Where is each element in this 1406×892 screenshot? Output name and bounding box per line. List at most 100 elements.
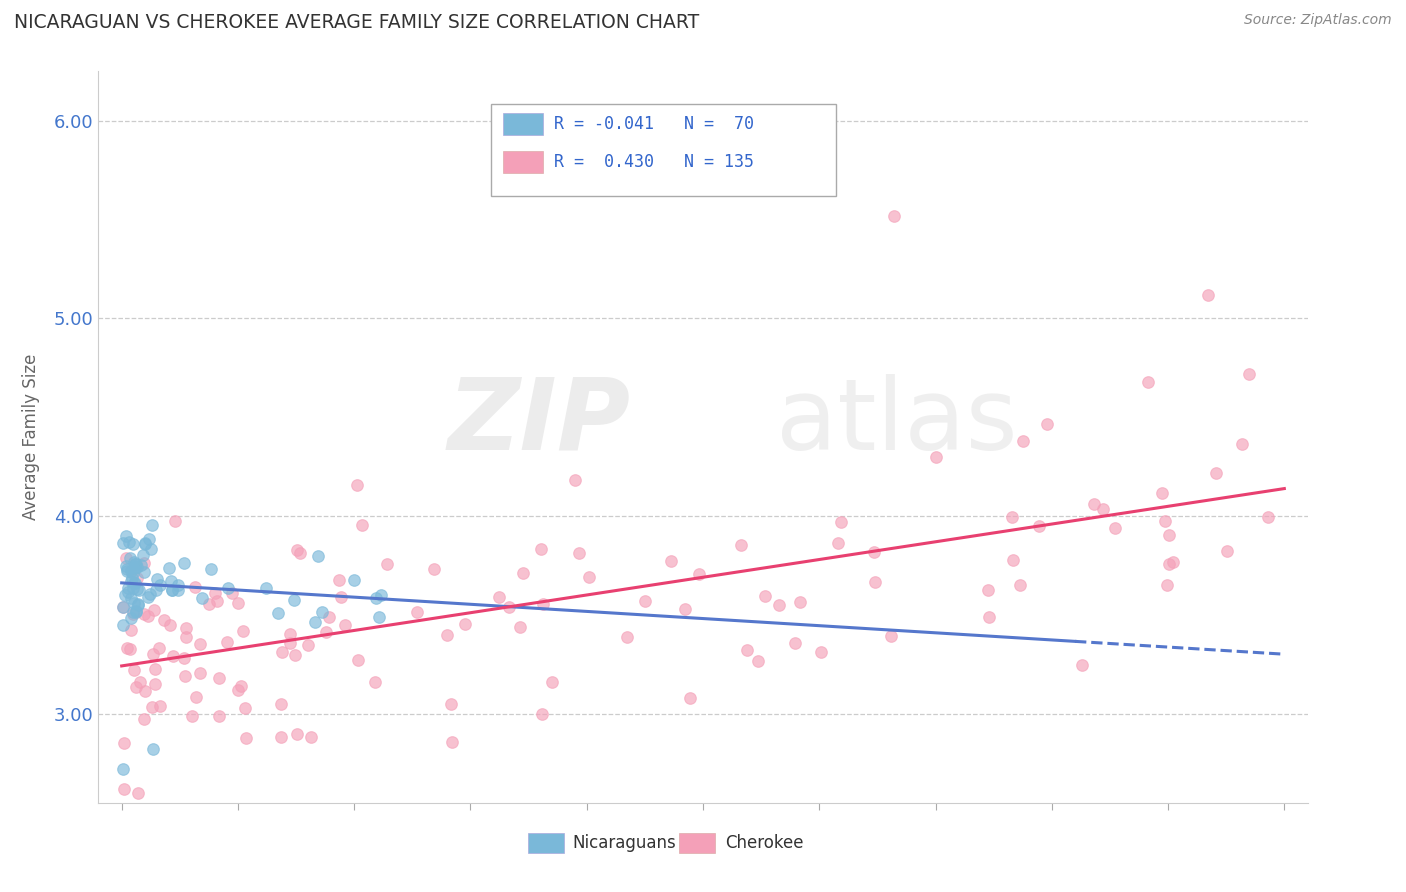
Point — [730, 538, 752, 552]
Point — [271, 645, 294, 659]
Point — [208, 671, 231, 685]
Point — [440, 735, 463, 749]
Point — [121, 571, 143, 585]
Point — [1150, 485, 1173, 500]
Point — [121, 607, 143, 621]
Text: R = -0.041   N =  70: R = -0.041 N = 70 — [554, 115, 754, 133]
Point — [118, 534, 141, 549]
Point — [1083, 497, 1105, 511]
Point — [283, 593, 305, 607]
Point — [134, 556, 156, 570]
Point — [152, 613, 174, 627]
Point — [318, 610, 340, 624]
Point — [285, 727, 308, 741]
Point — [1028, 519, 1050, 533]
Point — [121, 537, 143, 551]
Point — [977, 610, 1000, 624]
Point — [229, 679, 252, 693]
Point — [142, 742, 165, 756]
Point — [208, 709, 231, 723]
Point — [122, 581, 145, 595]
Point — [127, 582, 149, 596]
Point — [307, 549, 329, 563]
Point — [127, 597, 149, 611]
Point — [174, 630, 197, 644]
Point — [134, 536, 156, 550]
FancyBboxPatch shape — [503, 113, 543, 135]
Point — [124, 561, 146, 575]
Point — [173, 650, 195, 665]
Point — [226, 596, 249, 610]
Point — [284, 648, 307, 663]
Point — [118, 641, 141, 656]
Point — [370, 588, 392, 602]
Point — [122, 555, 145, 569]
Point — [436, 628, 458, 642]
Point — [235, 731, 257, 746]
Point — [141, 700, 163, 714]
Point — [122, 663, 145, 677]
Point — [233, 701, 256, 715]
Point — [1216, 543, 1239, 558]
Point — [122, 576, 145, 591]
Point — [1257, 510, 1279, 524]
Point — [1104, 521, 1126, 535]
Point — [112, 535, 135, 549]
Point — [157, 561, 180, 575]
Point — [863, 544, 886, 558]
Point — [830, 515, 852, 529]
Point — [1230, 437, 1253, 451]
Point — [1156, 577, 1178, 591]
Point — [754, 590, 776, 604]
Point — [118, 550, 141, 565]
Point — [810, 645, 832, 659]
Point — [768, 598, 790, 612]
Point — [120, 564, 142, 578]
Point — [364, 675, 387, 690]
Point — [149, 698, 172, 713]
Point — [925, 450, 948, 465]
Point — [512, 566, 534, 581]
Point — [115, 529, 138, 543]
Point — [136, 590, 159, 604]
Point — [564, 473, 586, 487]
Point — [139, 542, 162, 557]
Point — [1010, 577, 1032, 591]
Point — [315, 625, 337, 640]
Y-axis label: Average Family Size: Average Family Size — [22, 354, 39, 520]
Point — [1001, 553, 1024, 567]
FancyBboxPatch shape — [527, 833, 564, 854]
Point — [114, 588, 136, 602]
Text: R =  0.430   N = 135: R = 0.430 N = 135 — [554, 153, 754, 171]
Point — [197, 597, 219, 611]
Point — [125, 604, 148, 618]
Point — [200, 562, 222, 576]
Point — [134, 712, 156, 726]
Point — [160, 582, 183, 597]
Text: Cherokee: Cherokee — [724, 834, 803, 852]
Point — [406, 605, 429, 619]
Point — [120, 574, 142, 588]
Point — [160, 583, 183, 598]
Text: Nicaraguans: Nicaraguans — [572, 834, 676, 852]
Point — [162, 648, 184, 663]
Point — [181, 709, 204, 723]
Point — [350, 517, 373, 532]
Point — [328, 573, 350, 587]
Point — [129, 558, 152, 572]
Point — [789, 595, 811, 609]
Point — [270, 731, 292, 745]
Point — [311, 605, 333, 619]
Point — [125, 557, 148, 571]
Point — [124, 557, 146, 571]
Point — [142, 603, 165, 617]
Point — [139, 587, 162, 601]
Point — [1154, 514, 1177, 528]
Point — [1091, 502, 1114, 516]
Point — [423, 561, 446, 575]
FancyBboxPatch shape — [503, 151, 543, 173]
Point — [115, 641, 138, 656]
Point — [217, 634, 239, 648]
Point — [488, 591, 510, 605]
Point — [1011, 434, 1033, 448]
